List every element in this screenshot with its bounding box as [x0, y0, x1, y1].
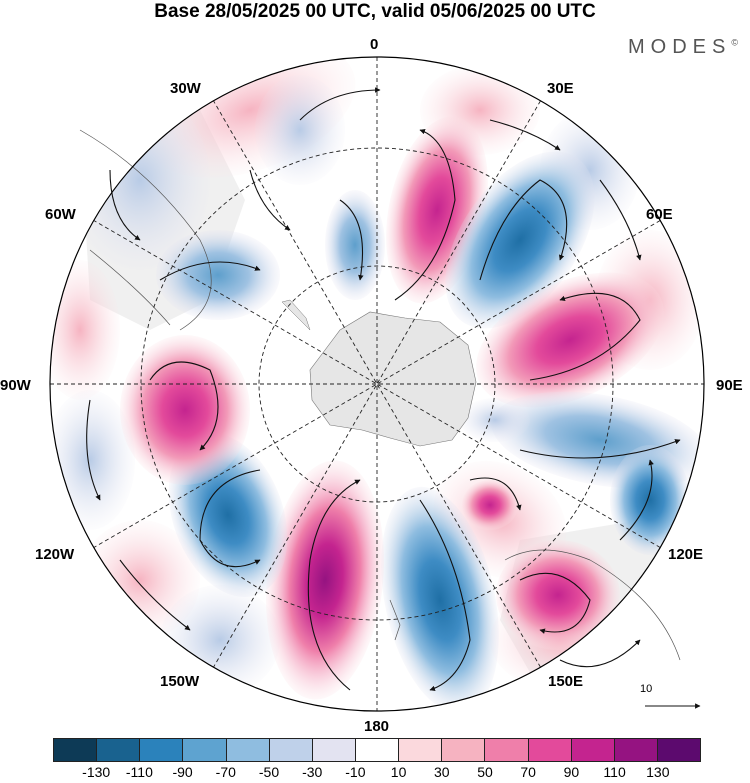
colorbar-tick-label: 30: [434, 764, 450, 780]
lon-label-90w: 90W: [0, 377, 31, 394]
lon-label-120e: 120E: [668, 546, 704, 563]
colorbar-swatch: [226, 739, 270, 761]
lon-label-30e: 30E: [547, 80, 574, 97]
colorbar-tick-label: 10: [390, 764, 407, 780]
colorbar-tick-label: -130: [82, 764, 111, 780]
colorbar-swatch: [657, 739, 701, 761]
map-boundary: [49, 56, 705, 712]
colorbar-tick-label: -90: [172, 764, 193, 780]
map-title: Base 28/05/2025 00 UTC, valid 05/06/2025…: [154, 1, 596, 22]
colorbar-swatch: [97, 739, 141, 761]
colorbar-swatch: [614, 739, 658, 761]
colorbar-swatch: [54, 739, 98, 761]
colorbar-tick-label: -30: [302, 764, 323, 780]
colorbar-tick-label: 110: [603, 764, 626, 780]
lon-label-60w: 60W: [45, 206, 76, 223]
colorbar-ticks: -130 -110 -90 -70 -50 -30 -10 10 30 50 70 90 110 130: [53, 764, 701, 782]
graticule: [50, 57, 704, 711]
logo-text: MODES: [628, 36, 732, 58]
colorbar-swatch: [399, 739, 443, 761]
colorbar-tick-label: 130: [646, 764, 670, 780]
lon-label-60e: 60E: [646, 206, 673, 223]
colorbar: [53, 738, 701, 762]
vector-scale-label: 10: [640, 683, 653, 695]
colorbar-swatch: [571, 739, 615, 761]
colorbar-tick-label: -70: [215, 764, 236, 780]
coastlines: [79, 129, 681, 661]
antarctic-peninsula-icon: [281, 299, 311, 331]
colorbar-swatch: [528, 739, 572, 761]
colorbar-tick-label: -50: [258, 764, 280, 780]
wind-vectors: [86, 87, 681, 692]
lon-label-120w: 120W: [35, 546, 75, 563]
colorbar-swatch: [355, 739, 400, 761]
colorbar-swatch: [312, 739, 356, 761]
colorbar-swatch: [140, 739, 184, 761]
antarctica-icon: [309, 311, 477, 447]
colorbar-tick-label: 90: [563, 764, 580, 780]
colorbar-tick-label: -110: [125, 764, 153, 780]
colorbar-tick-label: -10: [345, 764, 366, 780]
colorbar-tick-label: 50: [477, 764, 493, 780]
lon-label-150w: 150W: [160, 673, 200, 690]
lon-label-0: 0: [370, 36, 379, 53]
lon-label-150e: 150E: [548, 673, 584, 690]
colorbar-swatch: [183, 739, 227, 761]
lon-label-30w: 30W: [170, 80, 201, 97]
lon-label-180: 180: [364, 718, 390, 735]
lon-label-90e: 90E: [716, 377, 743, 394]
colorbar-swatch: [442, 739, 486, 761]
logo-mark: ©: [731, 37, 738, 48]
modes-logo: MODES©: [628, 36, 738, 59]
colorbar-tick-label: 70: [520, 764, 536, 780]
colorbar-swatch: [485, 739, 529, 761]
colorbar-swatch: [269, 739, 313, 761]
